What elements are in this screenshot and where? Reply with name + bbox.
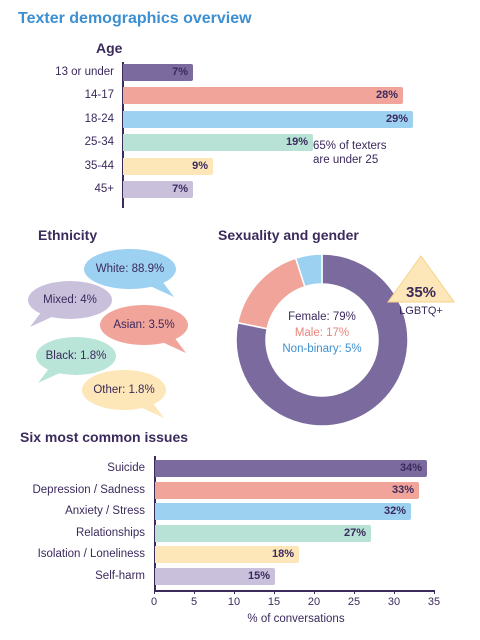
issues-x-tick-label: 20 <box>307 596 321 608</box>
donut-slice-female <box>235 253 409 427</box>
issues-x-axis-label: % of conversations <box>247 613 345 625</box>
age-value-label: 19% <box>285 136 308 149</box>
issue-value-label: 18% <box>271 548 294 561</box>
issues-x-tick-mark <box>394 590 395 594</box>
gender-donut <box>235 253 409 427</box>
issues-x-tick-mark <box>354 590 355 594</box>
issues-chart-title: Six most common issues <box>20 429 189 445</box>
issue-category-label: Relationships <box>75 526 145 539</box>
age-value-label: 7% <box>172 183 188 195</box>
ethnicity-bubbles <box>28 249 188 418</box>
issues-x-tick-mark <box>434 590 435 594</box>
non-binary-label: Non-binary: 5% <box>282 343 362 355</box>
issues-x-tick-label: 0 <box>150 596 158 608</box>
gender-title: Sexuality and gender <box>218 227 359 243</box>
age-category-label: 13 or under <box>55 66 114 78</box>
issues-x-tick-label: 10 <box>227 596 241 608</box>
issue-category-label: Self-harm <box>95 570 145 582</box>
issue-category-label: Depression / Sadness <box>32 483 145 496</box>
issue-value-label: 27% <box>343 526 366 539</box>
issue-value-label: 15% <box>247 570 270 582</box>
issue-value-label: 34% <box>399 462 422 474</box>
issues-x-tick-mark <box>274 590 275 594</box>
age-annotation: 65% of texters are under 25 <box>313 139 387 167</box>
age-bar <box>123 181 193 198</box>
issue-bar <box>155 460 427 477</box>
lgbtq-triangle <box>387 255 455 303</box>
age-bar <box>123 87 403 105</box>
lgbtq-value: 35% <box>405 284 437 301</box>
age-axis-line <box>122 62 124 208</box>
age-category-label: 18-24 <box>84 112 114 125</box>
issues-x-tick-label: 5 <box>190 596 198 608</box>
ethnicity-bubble-black <box>36 337 116 383</box>
ethnicity-bubble-mixed <box>28 281 112 327</box>
issue-bar <box>155 546 299 564</box>
age-annotation-line: 65% of texters <box>313 140 387 152</box>
age-bar <box>123 64 193 81</box>
age-value-label: 28% <box>375 89 398 102</box>
issue-value-label: 33% <box>391 483 414 496</box>
page-title: Texter demographics overview <box>18 10 252 27</box>
issues-x-tick-label: 30 <box>387 596 401 608</box>
issue-bar <box>155 524 371 542</box>
male-label: Male: 17% <box>294 327 350 339</box>
issues-x-tick-label: 35 <box>427 596 441 608</box>
ethnicity-title: Ethnicity <box>38 227 98 243</box>
issues-x-tick-mark <box>314 590 315 594</box>
age-annotation-line: are under 25 <box>313 154 379 166</box>
ethnicity-bubble-white <box>84 249 176 297</box>
donut-slice-non-binary <box>294 253 323 288</box>
ethnicity-label-asian: Asian: 3.5% <box>113 319 175 331</box>
ethnicity-label-mixed: Mixed: 4% <box>43 294 97 306</box>
issue-category-label: Isolation / Loneliness <box>37 548 145 561</box>
lgbtq-label: LGBTQ+ <box>399 305 443 317</box>
issues-x-tick-label: 25 <box>347 596 361 608</box>
issue-category-label: Suicide <box>107 462 145 474</box>
age-bar <box>123 134 313 152</box>
issue-bar <box>155 503 411 521</box>
issue-bar <box>155 481 419 499</box>
issues-x-tick-mark <box>194 590 195 594</box>
age-category-label: 45+ <box>94 183 114 195</box>
age-category-label: 25-34 <box>84 136 114 149</box>
age-value-label: 9% <box>192 159 208 172</box>
age-value-label: 29% <box>385 112 408 125</box>
age-chart-title: Age <box>96 40 123 56</box>
ethnicity-label-white: White: 88.9% <box>95 263 165 275</box>
issue-bar <box>155 568 275 585</box>
issues-x-tick-mark <box>234 590 235 594</box>
female-label: Female: 79% <box>288 311 356 323</box>
issues-x-axis-line <box>154 590 435 592</box>
issues-x-tick-label: 15 <box>267 596 281 608</box>
issue-category-label: Anxiety / Stress <box>65 505 145 518</box>
issues-y-axis-line <box>154 456 156 590</box>
age-category-label: 14-17 <box>84 89 114 102</box>
age-bar <box>123 157 213 175</box>
ethnicity-bubble-other <box>82 370 166 418</box>
issue-value-label: 32% <box>383 505 406 518</box>
ethnicity-label-black: Black: 1.8% <box>45 350 107 362</box>
age-category-label: 35-44 <box>84 159 114 172</box>
ethnicity-label-other: Other: 1.8% <box>93 384 155 396</box>
issues-x-tick-mark <box>154 590 155 594</box>
ethnicity-bubble-asian <box>100 305 188 353</box>
age-bar <box>123 110 413 128</box>
age-value-label: 7% <box>172 66 188 78</box>
